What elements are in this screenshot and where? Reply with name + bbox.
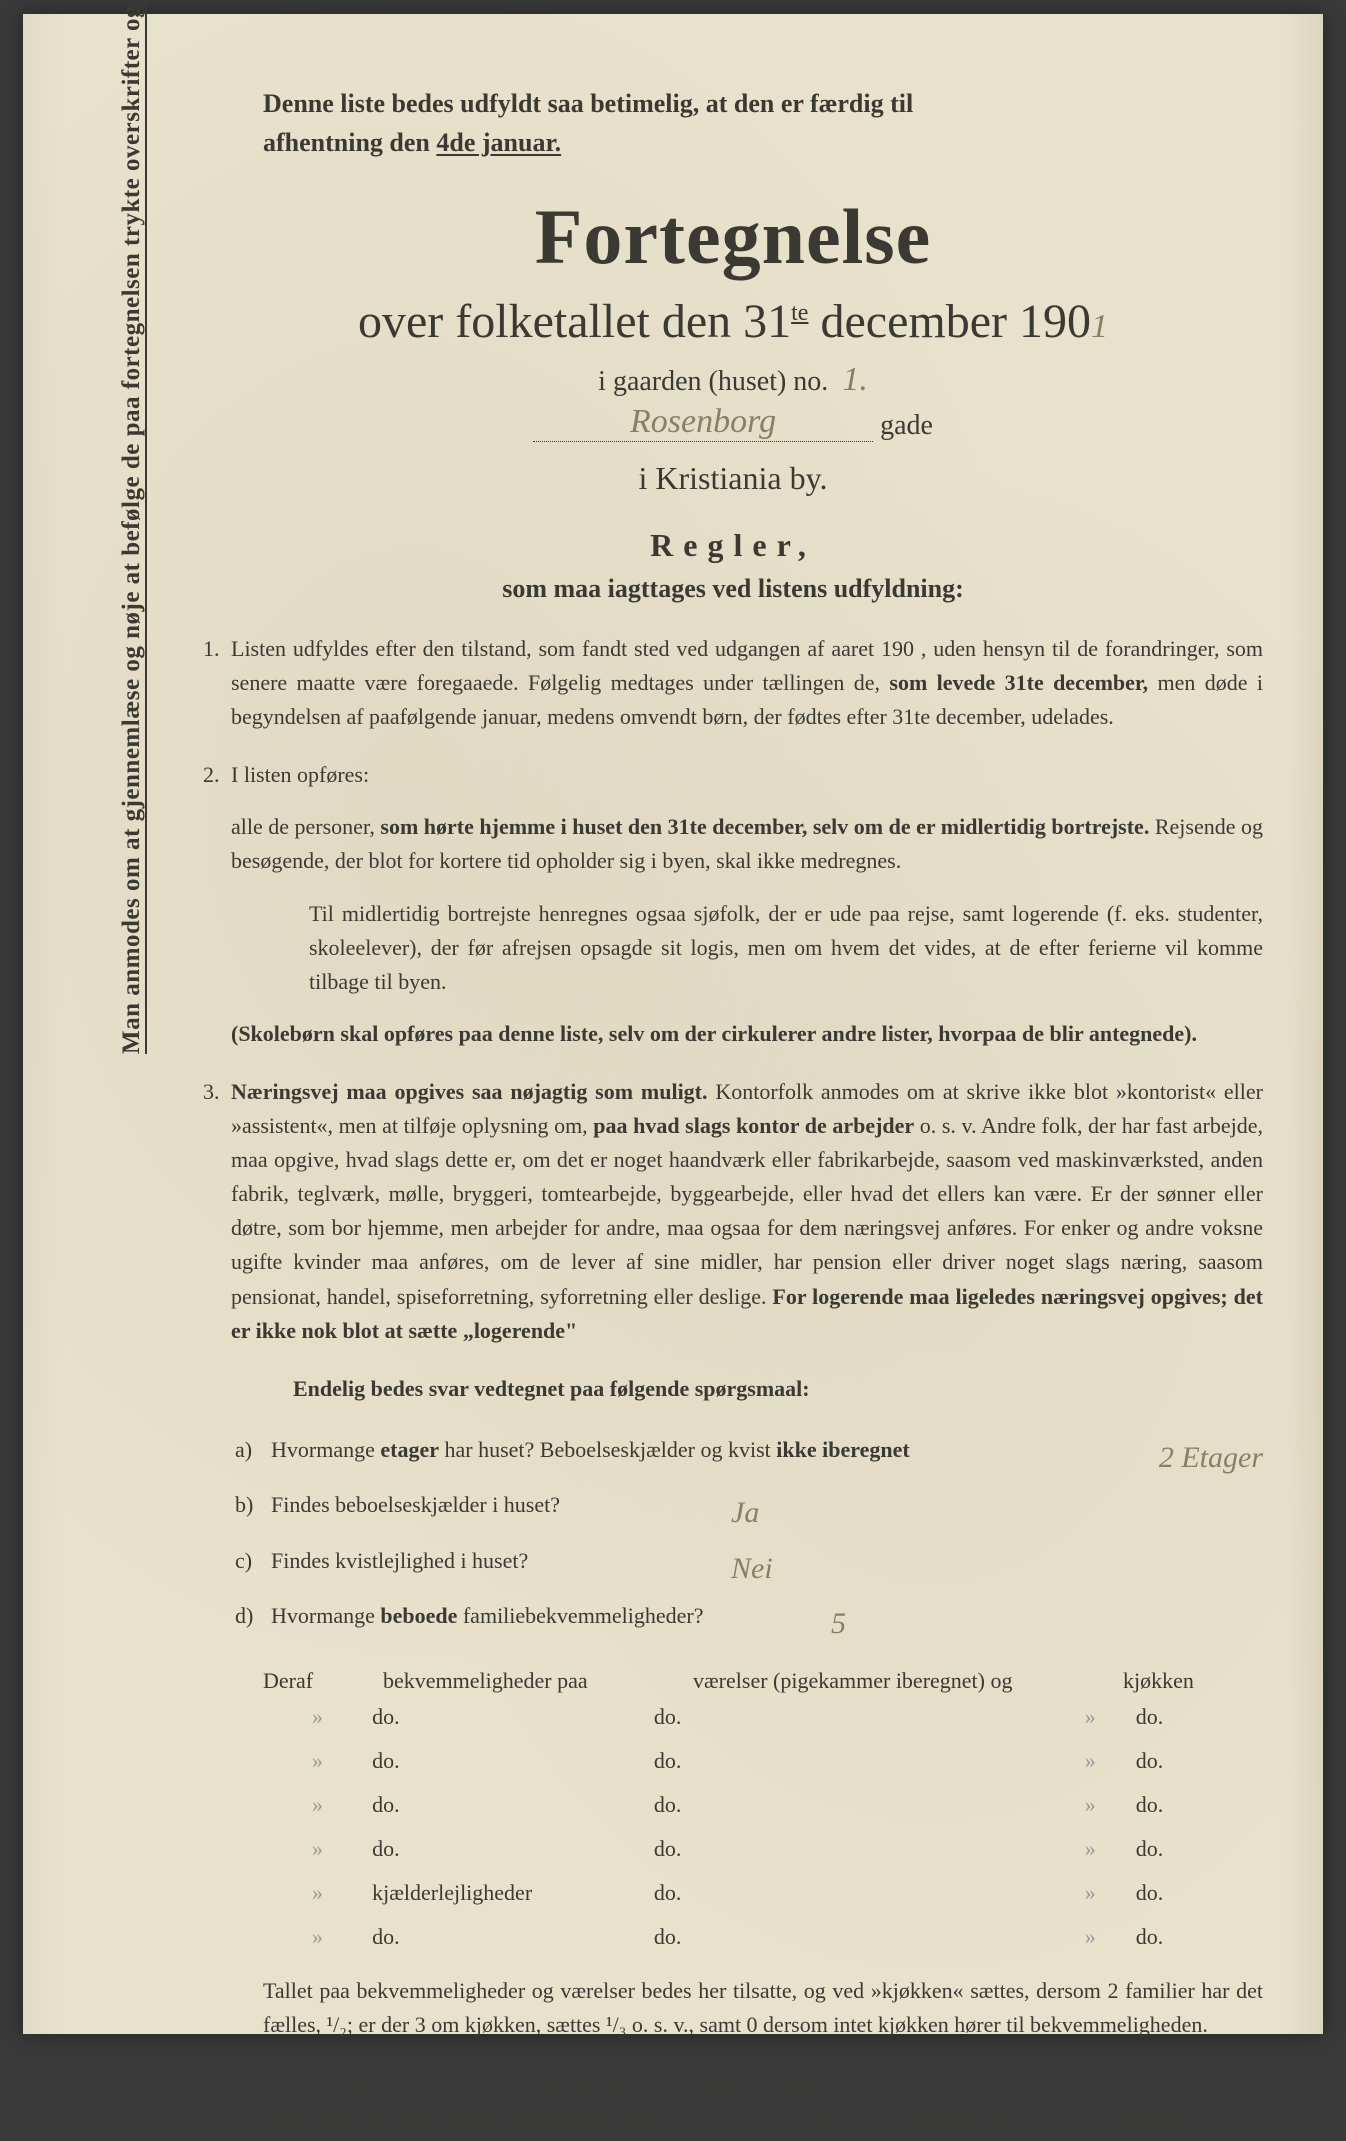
tc-do: do. — [372, 1704, 654, 1730]
question-d: d) Hvormange beboede familiebekvemmeligh… — [235, 1596, 1263, 1652]
rules-subheading: som maa iagttages ved listens udfyldning… — [203, 574, 1263, 604]
top-note-date: 4de januar. — [436, 128, 561, 157]
top-note-line2a: afhentning den — [263, 128, 436, 157]
main-content: Denne liste bedes udfyldt saa betimelig,… — [203, 84, 1263, 2141]
qe-text: Hvormange beboelsesbekvemmeligheder staa… — [271, 2067, 934, 2092]
document-page: Man anmodes om at gjennemlæse og nøje at… — [23, 14, 1323, 2034]
subtitle-sup: te — [791, 300, 808, 326]
qd-t3: familiebekvemmeligheder? — [457, 1603, 703, 1628]
rule2-p2: Til midlertidig bortrejste henregnes ogs… — [309, 897, 1263, 999]
table-row: » do. do. » do. — [263, 1704, 1263, 1730]
top-note: Denne liste bedes udfyldt saa betimelig,… — [263, 84, 1263, 162]
gaard-line: i gaarden (huset) no. 1. — [203, 361, 1263, 399]
endelig-heading: Endelig bedes svar vedtegnet paa følgend… — [293, 1372, 1263, 1406]
qf-vaer: værelser og — [911, 2101, 1111, 2141]
qd-label: d) — [235, 1596, 271, 1652]
rule1-b: som levede 31te december, — [889, 670, 1148, 695]
tc-do: do. — [654, 1880, 1045, 1906]
th-kjokken: kjøkken — [1123, 1668, 1263, 1694]
tc-do: do. — [654, 1704, 1045, 1730]
tc-do: do. — [1136, 1836, 1263, 1862]
qa-t1: Hvormange — [271, 1437, 380, 1462]
tc-do: do. — [654, 1836, 1045, 1862]
qb-text: Findes beboelseskjælder i huset? — [271, 1485, 701, 1541]
question-a: a) Hvormange etager har huset? Beboelses… — [235, 1430, 1263, 1486]
rule3-d: o. s. v. Andre folk, der har fast arbejd… — [231, 1113, 1263, 1308]
qd-t1: Hvormange — [271, 1603, 380, 1628]
qd-t2: beboede — [380, 1603, 457, 1628]
tc-do: do. — [372, 1792, 654, 1818]
footer-note: Tallet paa bekvemmeligheder og værelser … — [263, 1974, 1263, 2042]
subtitle-b: december 190 — [808, 295, 1091, 348]
rules-heading: Regler, — [203, 527, 1263, 564]
gaard-label: i gaarden (huset) no. — [598, 366, 828, 397]
table-row: » kjælderlejligheder do. » do. — [263, 1880, 1263, 1906]
table-row: » do. do. » do. — [263, 1748, 1263, 1774]
rule-2: 2.I listen opføres: alle de personer, so… — [231, 758, 1263, 1051]
tc-do: do. — [654, 1748, 1045, 1774]
page-title: Fortegnelse — [203, 192, 1263, 282]
table-row: » do. do. » do. — [263, 1924, 1263, 1950]
th-deraf: Deraf — [263, 1668, 383, 1694]
qf-kjok: kjøkken. — [1111, 2101, 1187, 2141]
qb-label: b) — [235, 1485, 271, 1541]
tc-do: do. — [1136, 1924, 1263, 1950]
qf-label: f) — [235, 2101, 271, 2141]
rule3-a: Næringsvej maa opgives saa nøjagtig som … — [231, 1079, 708, 1104]
question-b: b) Findes beboelseskjælder i huset? Ja — [235, 1485, 1263, 1541]
subtitle-a: over folketallet den 31 — [358, 295, 791, 348]
rule-1: 1.Listen udfyldes efter den tilstand, so… — [231, 632, 1263, 734]
tc-do: do. — [1136, 1880, 1263, 1906]
street-handwritten: Rosenborg — [630, 403, 776, 440]
gade-label: gade — [880, 410, 933, 441]
qd-answer: 5 — [831, 1596, 846, 1652]
rule3-c: paa hvad slags kontor de arbejder — [593, 1113, 914, 1138]
th-vaerelser: værelser (pigekammer iberegnet) og — [693, 1668, 1123, 1694]
table-row: » do. do. » do. — [263, 1836, 1263, 1862]
tc-kjaelder: kjælderlejligheder — [372, 1880, 654, 1906]
qa-t4: ikke iberegnet — [776, 1437, 909, 1462]
qa-t3: har huset? Beboelseskjælder og kvist — [439, 1437, 776, 1462]
questions: a) Hvormange etager har huset? Beboelses… — [235, 1430, 1263, 1652]
qc-label: c) — [235, 1541, 271, 1597]
rule2-a: alle de personer, — [231, 814, 380, 839]
question-f: f) Hvor store er disse ledige bekvemmeli… — [235, 2101, 1263, 2141]
qc-answer: Nei — [731, 1541, 773, 1597]
th-bekvem: bekvemmeligheder paa — [383, 1668, 693, 1694]
table-row: » do. do. » do. — [263, 1792, 1263, 1818]
tc-do: do. — [372, 1924, 654, 1950]
qa-answer: 2 Etager — [1159, 1430, 1263, 1486]
rule2-lead: I listen opføres: — [231, 762, 369, 787]
qa-t2: etager — [380, 1437, 439, 1462]
tc-do: do. — [372, 1748, 654, 1774]
street-line: Rosenborg gade — [203, 403, 1263, 442]
qf-paa: paa — [811, 2101, 911, 2141]
subtitle: over folketallet den 31te december 1901 — [203, 294, 1263, 349]
tc-do: do. — [654, 1792, 1045, 1818]
sidebar-instruction: Man anmodes om at gjennemlæse og nøje at… — [118, 0, 146, 1054]
rule2-b: som hørte hjemme i huset den 31te decemb… — [380, 814, 1149, 839]
tc-do: do. — [654, 1924, 1045, 1950]
tc-do: do. — [1136, 1748, 1263, 1774]
qc-text: Findes kvistlejlighed i huset? — [271, 1541, 701, 1597]
gaard-number: 1. — [842, 361, 868, 398]
rule-3: 3.Næringsvej maa opgives saa nøjagtig so… — [231, 1075, 1263, 1348]
tc-do: do. — [372, 1836, 654, 1862]
tc-do: do. — [1136, 1704, 1263, 1730]
table-header: Deraf bekvemmeligheder paa værelser (pig… — [263, 1668, 1263, 1694]
qb-answer: Ja — [731, 1485, 759, 1541]
year-handwritten: 1 — [1091, 308, 1108, 345]
top-note-line1: Denne liste bedes udfyldt saa betimelig,… — [263, 89, 913, 118]
qa-label: a) — [235, 1430, 271, 1486]
question-c: c) Findes kvistlejlighed i huset? Nei — [235, 1541, 1263, 1597]
city-line: i Kristiania by. — [203, 460, 1263, 497]
question-e: e)Hvormange beboelsesbekvemmeligheder st… — [235, 2060, 1263, 2101]
qf-text: Hvor store er disse ledige bekvemmelighe… — [271, 2101, 811, 2141]
tc-do: do. — [1136, 1792, 1263, 1818]
rule2-p3: (Skolebørn skal opføres paa denne liste,… — [231, 1017, 1263, 1051]
qe-label: e) — [235, 2060, 271, 2101]
